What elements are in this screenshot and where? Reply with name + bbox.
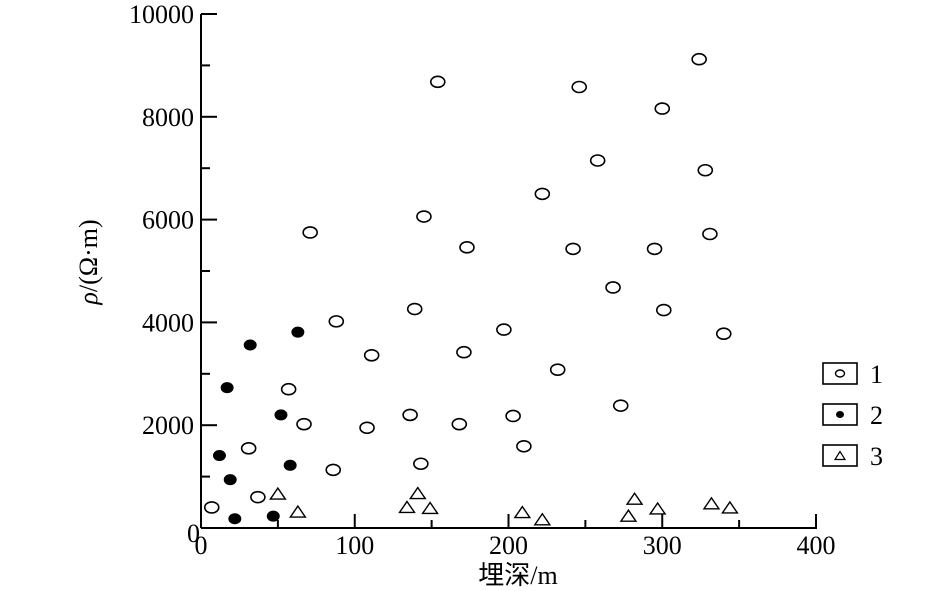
data-point-series-1 [302,226,318,239]
data-point-series-1 [655,303,672,317]
data-point-series-1 [429,75,446,89]
data-point-series-3 [625,491,644,505]
data-point-series-2 [243,339,257,351]
data-point-series-3 [619,508,638,522]
data-point-series-1 [363,348,380,362]
x-tick-label: 400 [797,531,836,560]
data-point-series-1 [702,227,718,241]
y-tick-label: 4000 [142,308,194,337]
legend-label: 3 [870,442,883,471]
y-tick-label: 2000 [142,411,194,440]
data-point-series-1 [459,241,475,254]
y-tick-label: 8000 [142,103,194,132]
data-point-series-1 [250,490,266,504]
x-tick-label: 100 [335,531,374,560]
data-point-series-3 [533,512,552,526]
data-point-series-1 [516,439,532,453]
data-point-series-3 [269,486,287,500]
x-tick-label: 300 [643,531,682,560]
data-point-series-1 [406,302,423,316]
y-tick-label: 0 [187,519,200,548]
legend-marker [834,369,846,378]
data-point-series-3 [421,501,439,515]
data-point-series-1 [697,163,714,177]
data-points [203,52,739,526]
legend-label: 2 [870,401,883,430]
y-axis-title-symbol: ρ [74,292,103,305]
data-point-series-1 [589,154,606,167]
data-point-series-3 [408,486,427,500]
data-point-series-2 [212,450,226,462]
data-point-series-2 [274,409,288,421]
data-point-series-1 [654,102,671,115]
legend-label: 1 [870,360,883,389]
data-point-series-1 [402,408,418,422]
data-point-series-1 [715,327,732,341]
data-point-series-1 [416,210,432,223]
legend-marker [836,411,844,418]
data-point-series-2 [223,474,237,486]
axes [200,14,817,529]
data-point-series-1 [691,52,707,66]
y-tick-label: 10000 [129,0,194,29]
data-point-series-1 [496,323,512,336]
data-point-series-2 [291,326,305,338]
data-point-series-2 [228,513,242,525]
data-point-series-2 [266,510,280,522]
data-point-series-1 [280,382,297,396]
legend-marker [833,450,847,461]
data-point-series-1 [549,363,566,376]
data-point-series-3 [398,500,416,514]
data-point-series-2 [220,382,234,394]
data-point-series-1 [328,315,345,328]
x-tick-label: 200 [489,531,528,560]
data-point-series-1 [296,417,312,431]
data-point-series-3 [289,504,307,518]
data-point-series-1 [646,242,663,256]
data-point-series-3 [721,500,739,514]
y-axis-title: ρ/(Ω·m) [74,219,103,305]
data-point-series-1 [203,501,220,514]
data-point-series-1 [451,417,468,431]
data-point-series-1 [612,399,629,412]
legend: 1 2 3 [822,360,883,471]
data-point-series-1 [565,242,581,256]
data-point-series-1 [571,80,588,94]
x-axis-title: 埋深/m [478,561,557,590]
data-point-series-3 [702,496,721,510]
data-point-series-1 [359,421,375,435]
data-point-series-3 [513,505,532,519]
data-point-series-1 [505,409,521,423]
data-point-series-3 [648,501,667,515]
y-tick-label: 6000 [142,206,194,235]
data-point-series-1 [534,187,551,201]
data-point-series-1 [325,463,342,477]
data-point-series-1 [456,345,472,359]
data-point-series-1 [413,457,429,471]
data-point-series-1 [605,281,621,294]
x-tick-label: 0 [195,531,208,560]
data-point-series-2 [283,459,297,471]
data-point-series-1 [240,442,257,455]
y-axis-title-unit: /(Ω·m) [74,219,103,292]
